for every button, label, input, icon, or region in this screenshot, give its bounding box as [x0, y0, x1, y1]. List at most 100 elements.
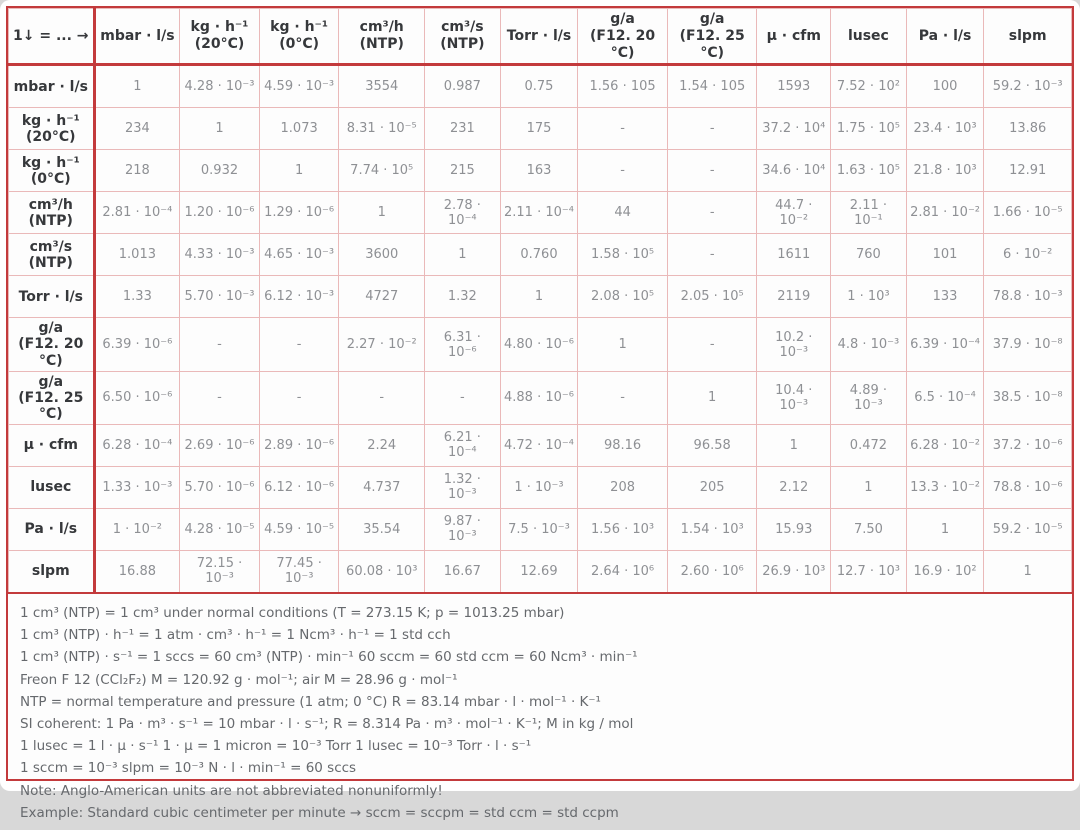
row-label: kg · h⁻¹ (20°C) [8, 107, 96, 151]
table-row: g/a (F12. 20 °C) 6.39 · 10⁻⁶ - -2.27 · 10⁻²… [8, 317, 1072, 372]
corner-cell: 1↓ = ... → [8, 7, 96, 67]
table-row: Torr · l/s 1.33 5.70 · 10⁻³ 6.12 · 10⁻³ 4727… [8, 275, 1072, 319]
value-cell: 4.80 · 10⁻⁶ [499, 317, 579, 372]
value-cell: - [666, 317, 758, 372]
value-cell: 6.21 · 10⁻⁴ [424, 423, 501, 467]
value-cell: 6.50 · 10⁻⁶ [93, 370, 181, 425]
value-cell: 163 [499, 149, 579, 193]
value-cell: 2.60 · 10⁶ [666, 549, 758, 594]
value-cell: 4727 [338, 275, 426, 319]
note-line: NTP = normal temperature and pressure (1… [20, 693, 601, 710]
value-cell: 10.4 · 10⁻³ [756, 370, 832, 425]
value-cell: 1.013 [93, 233, 181, 277]
value-cell: 78.8 · 10⁻⁶ [983, 465, 1072, 509]
note-line: 1 cm³ (NTP) = 1 cm³ under normal conditi… [20, 604, 565, 621]
value-cell: 208 [577, 465, 668, 509]
value-cell: 1 [830, 465, 907, 509]
value-cell: 1 [499, 275, 579, 319]
value-cell: 4.72 · 10⁻⁴ [499, 423, 579, 467]
value-cell: 44 [577, 191, 668, 235]
value-cell: 1 [905, 507, 985, 551]
table-row: µ · cfm 6.28 · 10⁻⁴ 2.69 · 10⁻⁶ 2.89 · 10⁻⁶… [8, 423, 1072, 467]
unit-conversion-table: 1↓ = ... → mbar · l/s kg · h⁻¹ (20°C) kg ·… [8, 7, 1072, 594]
value-cell: 21.8 · 10³ [905, 149, 985, 193]
value-cell: 0.932 [179, 149, 260, 193]
value-cell: 1.32 [424, 275, 501, 319]
value-cell: 2.24 [338, 423, 426, 467]
note-line: SI coherent: 1 Pa · m³ · s⁻¹ = 10 mbar ·… [20, 715, 634, 732]
value-cell: 1 [666, 370, 758, 425]
column-header: mbar · l/s [93, 7, 181, 67]
row-label: Pa · l/s [8, 507, 96, 551]
column-header: slpm [983, 7, 1072, 67]
value-cell: 37.9 · 10⁻⁸ [983, 317, 1072, 372]
value-cell: 2.78 · 10⁻⁴ [424, 191, 501, 235]
row-label: cm³/h (NTP) [8, 191, 96, 235]
table-row: mbar · l/s 1 4.28 · 10⁻³ 4.59 · 10⁻³ 3554 0.9… [8, 64, 1072, 109]
value-cell: - [258, 370, 340, 425]
value-cell: 59.2 · 10⁻³ [983, 64, 1072, 109]
value-cell: 4.737 [338, 465, 426, 509]
value-cell: 218 [93, 149, 181, 193]
value-cell: 7.5 · 10⁻³ [499, 507, 579, 551]
value-cell: 4.89 · 10⁻³ [830, 370, 907, 425]
value-cell: - [338, 370, 426, 425]
value-cell: 2.89 · 10⁻⁶ [258, 423, 340, 467]
value-cell: 35.54 [338, 507, 426, 551]
value-cell: 1.63 · 10⁵ [830, 149, 907, 193]
value-cell: 1.20 · 10⁻⁶ [179, 191, 260, 235]
value-cell: 12.7 · 10³ [830, 549, 907, 594]
value-cell: 1.32 · 10⁻³ [424, 465, 501, 509]
value-cell: 1 · 10⁻² [93, 507, 181, 551]
value-cell: 7.50 [830, 507, 907, 551]
note-line: 1 sccm = 10⁻³ slpm = 10⁻³ N · l · min⁻¹ … [20, 760, 357, 777]
value-cell: 4.33 · 10⁻³ [179, 233, 260, 277]
value-cell: 101 [905, 233, 985, 277]
row-label: cm³/s (NTP) [8, 233, 96, 277]
value-cell: 78.8 · 10⁻³ [983, 275, 1072, 319]
column-header: cm³/h (NTP) [338, 7, 426, 67]
row-label: µ · cfm [8, 423, 96, 467]
value-cell: 0.75 [499, 64, 579, 109]
value-cell: 3554 [338, 64, 426, 109]
value-cell: - [666, 191, 758, 235]
value-cell: 4.8 · 10⁻³ [830, 317, 907, 372]
value-cell: 72.15 · 10⁻³ [179, 549, 260, 594]
row-label: g/a (F12. 25 °C) [8, 370, 96, 425]
column-header: g/a (F12. 25 °C) [666, 7, 758, 67]
row-label: slpm [8, 549, 96, 594]
value-cell: 2.69 · 10⁻⁶ [179, 423, 260, 467]
value-cell: - [666, 107, 758, 151]
value-cell: 44.7 · 10⁻² [756, 191, 832, 235]
value-cell: 0.987 [424, 64, 501, 109]
value-cell: 6.39 · 10⁻⁴ [905, 317, 985, 372]
note-line: 1 cm³ (NTP) · h⁻¹ = 1 atm · cm³ · h⁻¹ = … [20, 627, 451, 644]
value-cell: 4.28 · 10⁻³ [179, 64, 260, 109]
value-cell: 1 [577, 317, 668, 372]
value-cell: 231 [424, 107, 501, 151]
notes-section: 1 cm³ (NTP) = 1 cm³ under normal conditi… [8, 594, 1072, 830]
column-header: kg · h⁻¹ (0°C) [258, 7, 340, 67]
value-cell: 1.33 [93, 275, 181, 319]
value-cell: 6.28 · 10⁻⁴ [93, 423, 181, 467]
value-cell: 9.87 · 10⁻³ [424, 507, 501, 551]
value-cell: 1.073 [258, 107, 340, 151]
value-cell: 1.29 · 10⁻⁶ [258, 191, 340, 235]
value-cell: - [666, 149, 758, 193]
value-cell: 2.81 · 10⁻⁴ [93, 191, 181, 235]
value-cell: 6.28 · 10⁻² [905, 423, 985, 467]
value-cell: - [666, 233, 758, 277]
value-cell: - [179, 317, 260, 372]
row-label: lusec [8, 465, 96, 509]
value-cell: 1.56 · 105 [577, 64, 668, 109]
value-cell: 16.88 [93, 549, 181, 594]
value-cell: 6.39 · 10⁻⁶ [93, 317, 181, 372]
table-row: lusec 1.33 · 10⁻³ 5.70 · 10⁻⁶ 6.12 · 10⁻⁶ 4.… [8, 465, 1072, 509]
value-cell: 38.5 · 10⁻⁸ [983, 370, 1072, 425]
value-cell: 1 [338, 191, 426, 235]
table-row: cm³/h (NTP) 2.81 · 10⁻⁴ 1.20 · 10⁻⁶ 1.29 · … [8, 191, 1072, 235]
value-cell: 2.11 · 10⁻¹ [830, 191, 907, 235]
note-line: Freon F 12 (CCl₂F₂) M = 120.92 g · mol⁻¹… [20, 671, 458, 688]
value-cell: - [179, 370, 260, 425]
